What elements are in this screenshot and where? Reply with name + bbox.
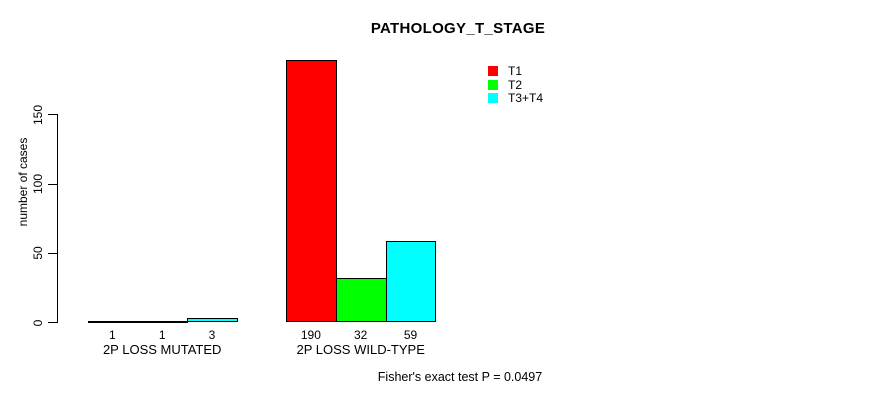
y-axis-label: number of cases <box>16 137 30 227</box>
x-axis-group-label-2p-loss-mutated: 2P LOSS MUTATED <box>102 342 222 357</box>
bar-t1-2p-loss-mutated <box>87 321 139 324</box>
x-axis-group-label-2p-loss-wild-type: 2P LOSS WILD-TYPE <box>296 342 425 357</box>
y-axis-tick-label: 150 <box>31 104 45 125</box>
y-axis-tick-label: 0 <box>31 319 45 326</box>
y-axis-tick-label: 100 <box>31 174 45 195</box>
legend-swatch-t1 <box>488 66 498 76</box>
bar-value-label: 59 <box>403 327 418 342</box>
legend-label: T2 <box>508 77 523 92</box>
chart-title: PATHOLOGY_T_STAGE <box>370 20 546 37</box>
y-axis-tick <box>48 183 58 185</box>
bar-value-label: 190 <box>300 327 321 342</box>
y-axis-tick <box>48 322 58 323</box>
bar-t2-2p-loss-wild-type <box>335 278 387 323</box>
legend-label: T3+T4 <box>508 91 544 106</box>
bar-value-label: 3 <box>208 327 216 342</box>
legend-entry-t1: T1 <box>488 64 543 78</box>
bar-value-label: 32 <box>354 327 368 342</box>
legend-label: T1 <box>508 64 523 78</box>
legend-swatch-t3-t4 <box>488 93 498 104</box>
fisher-test-annotation: Fisher's exact test P = 0.0497 <box>377 370 543 384</box>
legend-entry-t2: T2 <box>488 77 543 92</box>
bar-value-label: 1 <box>158 327 166 342</box>
bar-t2-2p-loss-mutated <box>137 321 189 324</box>
legend-swatch-t2 <box>488 79 498 90</box>
y-axis-tick <box>48 252 58 254</box>
y-axis-tick <box>48 114 58 116</box>
bar-t1-2p-loss-wild-type <box>286 59 337 323</box>
y-axis-line <box>57 114 58 323</box>
legend: T1 T2 T3+T4 <box>488 64 544 107</box>
bar-value-label: 1 <box>109 327 116 342</box>
y-axis-tick-label: 50 <box>31 246 45 260</box>
bar-t3-t4-2p-loss-wild-type <box>385 240 437 323</box>
legend-entry-t3-t4: T3+T4 <box>488 91 544 106</box>
bar-t3-t4-2p-loss-mutated <box>187 318 238 323</box>
